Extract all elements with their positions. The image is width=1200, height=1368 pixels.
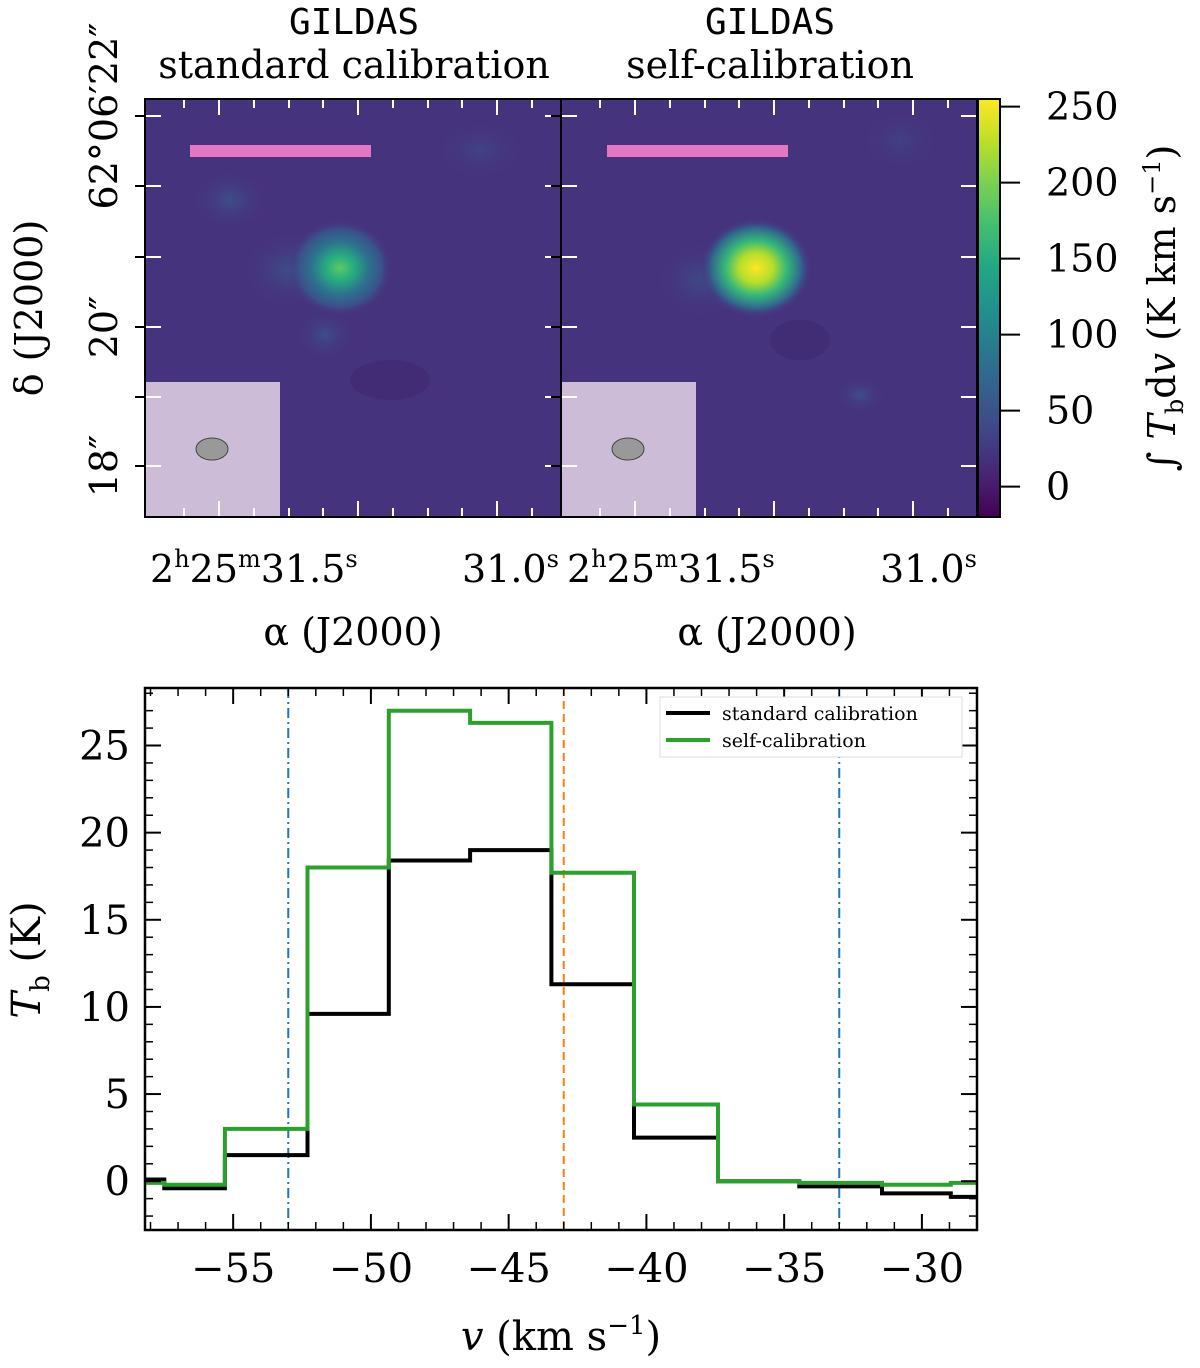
noise-blob (350, 360, 430, 400)
dec-tick-label: 18″ (82, 435, 126, 498)
scale-bar (190, 145, 371, 157)
y-tick-label: 10 (79, 985, 130, 1031)
colorbar-tick-label: 0 (1046, 465, 1070, 509)
legend-label-self: self-calibration (722, 730, 866, 752)
spectrum-plot: −55 −50 −45 −40 −35 −30 0 5 10 15 20 25 standard ca… (4, 686, 979, 1360)
scale-bar (607, 145, 788, 157)
spectrum-x-axis-label: v (km s−1) (461, 1311, 661, 1360)
ra-tick-label: 31.0s (880, 545, 977, 591)
x-tick-label: −35 (742, 1246, 826, 1292)
x-tick-label: −50 (329, 1246, 413, 1292)
map-x-axis-label-1: α (J2000) (263, 610, 442, 654)
legend-box (659, 696, 963, 758)
noise-blob (295, 310, 355, 360)
series-line-self-calibration (145, 708, 977, 1187)
map-y-axis-label: δ (J2000) (7, 220, 51, 397)
ra-tick-label: 31.0s (462, 545, 559, 591)
colorbar (977, 98, 1001, 518)
map-panel-standard (145, 99, 561, 517)
x-tick-label: −45 (466, 1246, 550, 1292)
colorbar-tick-label: 250 (1046, 85, 1119, 129)
noise-blob (860, 110, 940, 170)
legend-label-standard: standard calibration (722, 703, 918, 725)
y-tick-label: 5 (105, 1072, 130, 1118)
dec-tick-label: 20″ (82, 296, 126, 359)
colorbar-tick-label: 100 (1046, 313, 1119, 357)
noise-blob (435, 120, 525, 180)
noise-blob (770, 320, 830, 360)
map-x-axis-label-2: α (J2000) (677, 610, 856, 654)
colorbar-tick-label: 200 (1046, 161, 1119, 205)
colorbar-tick-label: 50 (1046, 389, 1094, 433)
colorbar-ticks: 0 50 100 150 200 250 (1000, 85, 1119, 509)
y-tick-label: 20 (79, 811, 130, 857)
y-tick-label: 15 (79, 898, 130, 944)
panel-2-code: GILDAS (705, 2, 835, 43)
map-ticks (135, 99, 977, 517)
ra-tick-label: 2h25m31.5s (567, 545, 775, 591)
panel-1-code: GILDAS (289, 2, 419, 43)
spectrum-series (145, 708, 977, 1199)
legend: standard calibration self-calibration (659, 696, 963, 758)
panel-1-title: standard calibration (158, 43, 550, 87)
spectrum-y-axis-label: Tb (K) (4, 901, 56, 1018)
y-tick-label: 25 (79, 724, 130, 770)
colorbar-tick-label: 150 (1046, 237, 1119, 281)
beam-ellipse (611, 437, 645, 461)
x-tick-label: −40 (604, 1246, 688, 1292)
colorbar-label: ∫ Tbdv (K km s−1) (1138, 145, 1189, 472)
x-tick-label: −55 (191, 1246, 275, 1292)
source-emission (700, 218, 812, 318)
dec-tick-label: 62°06′22″ (82, 23, 126, 210)
ra-tick-label: 2h25m31.5s (150, 545, 358, 591)
noise-blob (190, 170, 270, 230)
plot-frame (144, 687, 978, 1231)
spectrum-axes: −55 −50 −45 −40 −35 −30 0 5 10 15 20 25 (79, 688, 978, 1292)
y-tick-label: 0 (105, 1159, 130, 1205)
panel-2-title: self-calibration (626, 43, 914, 87)
x-tick-label: −30 (880, 1246, 964, 1292)
source-emission (288, 220, 392, 316)
noise-blob (835, 377, 885, 413)
map-panel-self (561, 99, 977, 517)
beam-ellipse (195, 437, 229, 461)
plot-frame-border (143, 686, 979, 1232)
